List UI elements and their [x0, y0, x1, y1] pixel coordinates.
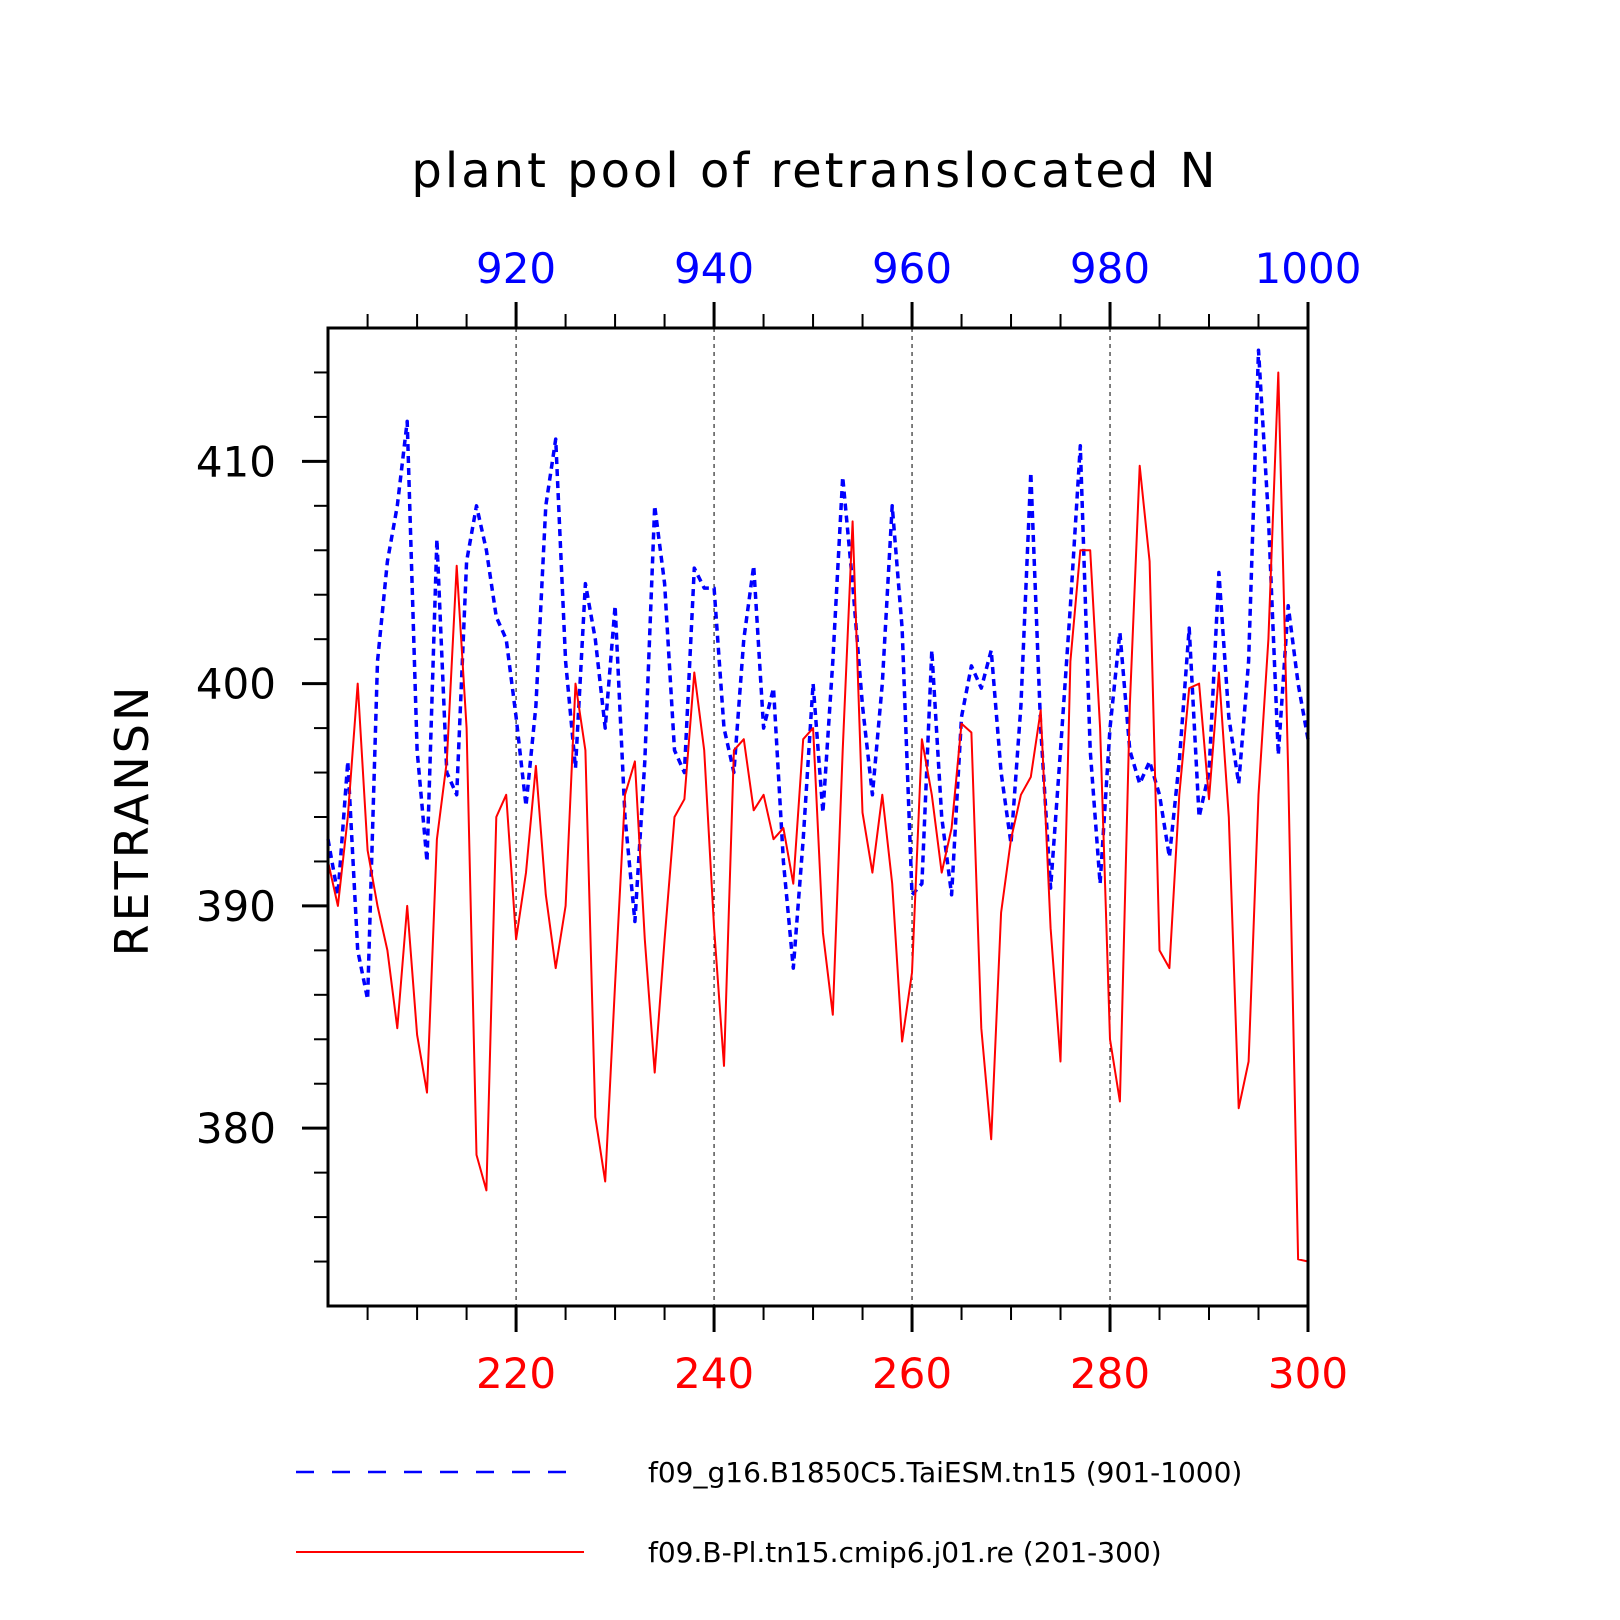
y-axis-label: RETRANSN — [105, 684, 159, 957]
chart-title: plant pool of retranslocated N — [411, 143, 1218, 199]
legend-label-cmip6: f09.B-Pl.tn15.cmip6.j01.re (201-300) — [648, 1536, 1162, 1569]
top-tick-label: 980 — [1070, 244, 1150, 293]
y-tick-label: 390 — [196, 882, 276, 931]
y-tick-label: 380 — [196, 1104, 276, 1153]
top-tick-label: 940 — [674, 244, 754, 293]
top-tick-label: 960 — [872, 244, 952, 293]
series-group — [326, 348, 1310, 1263]
bottom-x-axis: 220 240 260 280 300 — [366, 1306, 1348, 1398]
y-tick-label: 410 — [196, 437, 276, 486]
bottom-tick-label: 280 — [1070, 1349, 1150, 1398]
bottom-tick-label: 220 — [476, 1349, 556, 1398]
plot-frame — [326, 326, 1310, 1308]
top-tick-label: 1000 — [1255, 244, 1362, 293]
legend-label-taiesm: f09_g16.B1850C5.TaiESM.tn15 (901-1000) — [648, 1456, 1242, 1489]
y-axis: 380 390 400 410 — [196, 371, 328, 1263]
bottom-tick-label: 240 — [674, 1349, 754, 1398]
series-line-blue-dashed — [326, 348, 1310, 1002]
legend: f09_g16.B1850C5.TaiESM.tn15 (901-1000) f… — [296, 1456, 1242, 1569]
grid-lines — [515, 328, 1309, 1306]
y-tick-label: 400 — [196, 660, 276, 709]
top-tick-label: 920 — [476, 244, 556, 293]
bottom-tick-label: 300 — [1268, 1349, 1348, 1398]
top-x-axis: 920 940 960 980 1000 — [366, 244, 1362, 328]
bottom-tick-label: 260 — [872, 1349, 952, 1398]
series-line-red-solid — [327, 371, 1309, 1263]
